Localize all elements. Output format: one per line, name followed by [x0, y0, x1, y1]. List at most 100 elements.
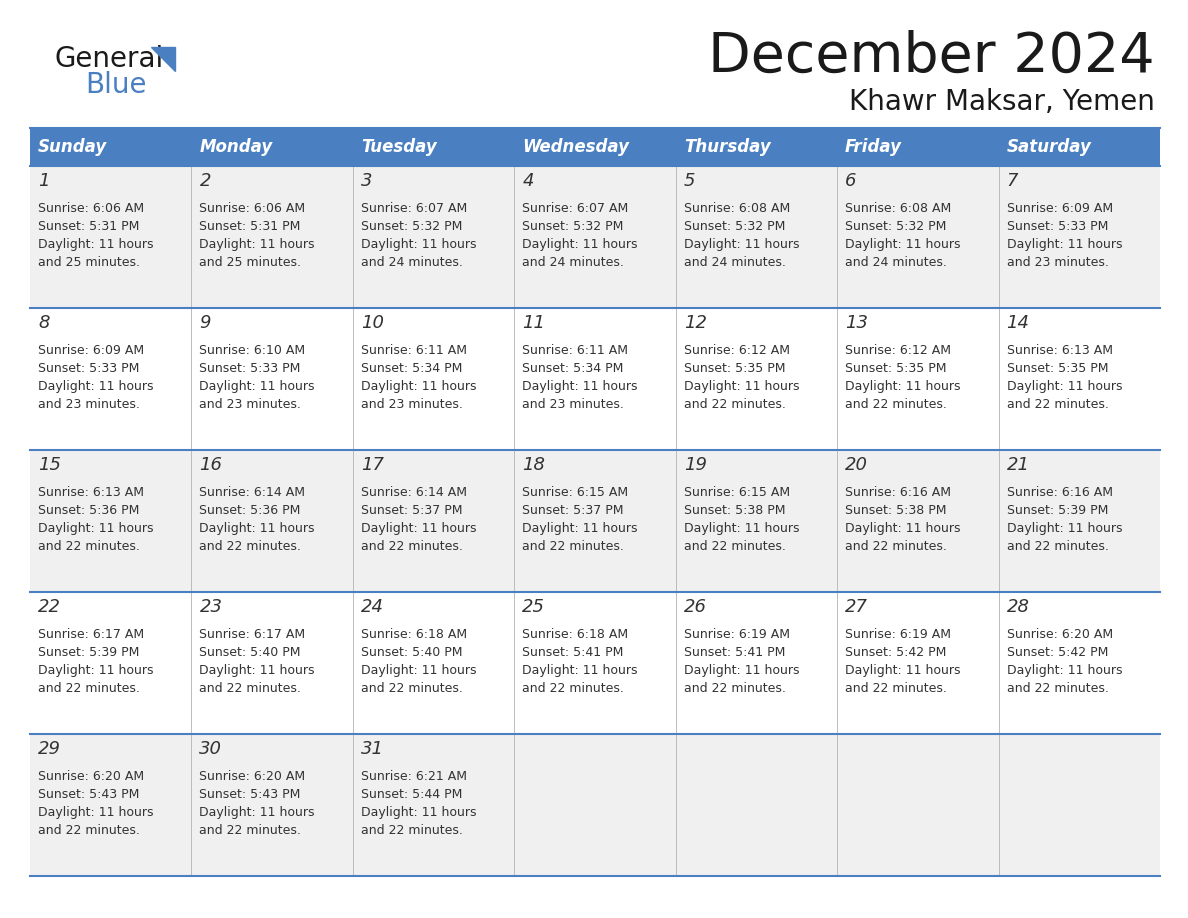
- Text: 13: 13: [845, 314, 868, 332]
- Text: Daylight: 11 hours: Daylight: 11 hours: [200, 806, 315, 819]
- Text: Sunset: 5:42 PM: Sunset: 5:42 PM: [1006, 646, 1108, 659]
- Text: 6: 6: [845, 172, 857, 190]
- Text: 24: 24: [361, 598, 384, 616]
- Text: Daylight: 11 hours: Daylight: 11 hours: [1006, 522, 1123, 535]
- Text: and 23 minutes.: and 23 minutes.: [1006, 256, 1108, 269]
- Bar: [30, 734, 1159, 876]
- Text: Sunset: 5:42 PM: Sunset: 5:42 PM: [845, 646, 947, 659]
- Text: 9: 9: [200, 314, 211, 332]
- Text: 20: 20: [845, 456, 868, 474]
- Text: Daylight: 11 hours: Daylight: 11 hours: [200, 522, 315, 535]
- Text: Wednesday: Wednesday: [523, 138, 630, 156]
- Text: Sunrise: 6:09 AM: Sunrise: 6:09 AM: [1006, 202, 1113, 215]
- Text: and 24 minutes.: and 24 minutes.: [361, 256, 463, 269]
- Text: Daylight: 11 hours: Daylight: 11 hours: [845, 380, 961, 393]
- Text: Sunset: 5:32 PM: Sunset: 5:32 PM: [845, 220, 947, 233]
- Text: 2: 2: [200, 172, 211, 190]
- Text: and 25 minutes.: and 25 minutes.: [200, 256, 302, 269]
- Text: 26: 26: [684, 598, 707, 616]
- Text: Sunset: 5:33 PM: Sunset: 5:33 PM: [1006, 220, 1108, 233]
- Bar: [30, 128, 191, 166]
- Text: 29: 29: [38, 740, 61, 758]
- Text: Sunset: 5:40 PM: Sunset: 5:40 PM: [200, 646, 301, 659]
- Text: Sunset: 5:35 PM: Sunset: 5:35 PM: [845, 362, 947, 375]
- Text: Daylight: 11 hours: Daylight: 11 hours: [684, 522, 800, 535]
- Text: Sunset: 5:36 PM: Sunset: 5:36 PM: [38, 504, 139, 517]
- Text: and 22 minutes.: and 22 minutes.: [361, 682, 463, 695]
- Text: 18: 18: [523, 456, 545, 474]
- Text: Sunrise: 6:14 AM: Sunrise: 6:14 AM: [200, 486, 305, 499]
- Text: and 22 minutes.: and 22 minutes.: [38, 824, 140, 837]
- Text: and 22 minutes.: and 22 minutes.: [1006, 540, 1108, 553]
- Text: Sunrise: 6:11 AM: Sunrise: 6:11 AM: [361, 344, 467, 357]
- Text: Daylight: 11 hours: Daylight: 11 hours: [1006, 664, 1123, 677]
- Text: and 22 minutes.: and 22 minutes.: [200, 824, 302, 837]
- Text: Daylight: 11 hours: Daylight: 11 hours: [1006, 380, 1123, 393]
- Text: and 22 minutes.: and 22 minutes.: [38, 682, 140, 695]
- Text: and 22 minutes.: and 22 minutes.: [845, 682, 947, 695]
- Text: Sunrise: 6:18 AM: Sunrise: 6:18 AM: [361, 628, 467, 641]
- Text: and 22 minutes.: and 22 minutes.: [1006, 398, 1108, 411]
- Text: Sunset: 5:36 PM: Sunset: 5:36 PM: [200, 504, 301, 517]
- Text: and 23 minutes.: and 23 minutes.: [361, 398, 463, 411]
- Text: Sunset: 5:38 PM: Sunset: 5:38 PM: [684, 504, 785, 517]
- Text: Sunday: Sunday: [38, 138, 107, 156]
- Text: and 22 minutes.: and 22 minutes.: [523, 682, 624, 695]
- Text: Sunrise: 6:13 AM: Sunrise: 6:13 AM: [38, 486, 144, 499]
- Text: Tuesday: Tuesday: [361, 138, 437, 156]
- Text: Sunrise: 6:10 AM: Sunrise: 6:10 AM: [200, 344, 305, 357]
- Text: and 22 minutes.: and 22 minutes.: [845, 540, 947, 553]
- Text: Daylight: 11 hours: Daylight: 11 hours: [684, 664, 800, 677]
- Text: Daylight: 11 hours: Daylight: 11 hours: [361, 380, 476, 393]
- Text: 19: 19: [684, 456, 707, 474]
- Text: Daylight: 11 hours: Daylight: 11 hours: [1006, 238, 1123, 251]
- Text: Sunrise: 6:13 AM: Sunrise: 6:13 AM: [1006, 344, 1113, 357]
- Text: 28: 28: [1006, 598, 1030, 616]
- Text: Sunset: 5:31 PM: Sunset: 5:31 PM: [200, 220, 301, 233]
- Text: and 22 minutes.: and 22 minutes.: [38, 540, 140, 553]
- Text: Daylight: 11 hours: Daylight: 11 hours: [523, 380, 638, 393]
- Text: Blue: Blue: [86, 71, 146, 99]
- Text: Daylight: 11 hours: Daylight: 11 hours: [38, 664, 153, 677]
- Text: Sunset: 5:43 PM: Sunset: 5:43 PM: [200, 788, 301, 801]
- Text: Sunset: 5:35 PM: Sunset: 5:35 PM: [1006, 362, 1108, 375]
- Text: and 24 minutes.: and 24 minutes.: [845, 256, 947, 269]
- Polygon shape: [151, 47, 175, 71]
- Bar: [838, 128, 999, 166]
- Text: Sunrise: 6:06 AM: Sunrise: 6:06 AM: [200, 202, 305, 215]
- Text: Daylight: 11 hours: Daylight: 11 hours: [38, 806, 153, 819]
- Text: Sunrise: 6:20 AM: Sunrise: 6:20 AM: [38, 770, 144, 783]
- Text: and 23 minutes.: and 23 minutes.: [200, 398, 302, 411]
- Text: Sunrise: 6:17 AM: Sunrise: 6:17 AM: [200, 628, 305, 641]
- Text: and 23 minutes.: and 23 minutes.: [38, 398, 140, 411]
- Text: Sunset: 5:39 PM: Sunset: 5:39 PM: [38, 646, 139, 659]
- Text: and 22 minutes.: and 22 minutes.: [845, 398, 947, 411]
- Text: 31: 31: [361, 740, 384, 758]
- Bar: [353, 128, 514, 166]
- Text: Sunrise: 6:16 AM: Sunrise: 6:16 AM: [1006, 486, 1113, 499]
- Text: Daylight: 11 hours: Daylight: 11 hours: [523, 522, 638, 535]
- Text: 17: 17: [361, 456, 384, 474]
- Text: 22: 22: [38, 598, 61, 616]
- Bar: [514, 128, 676, 166]
- Text: Daylight: 11 hours: Daylight: 11 hours: [523, 664, 638, 677]
- Text: 21: 21: [1006, 456, 1030, 474]
- Text: Thursday: Thursday: [684, 138, 771, 156]
- Text: Daylight: 11 hours: Daylight: 11 hours: [200, 238, 315, 251]
- Text: Daylight: 11 hours: Daylight: 11 hours: [38, 522, 153, 535]
- Text: Sunset: 5:32 PM: Sunset: 5:32 PM: [361, 220, 462, 233]
- Text: Sunrise: 6:09 AM: Sunrise: 6:09 AM: [38, 344, 144, 357]
- Text: and 24 minutes.: and 24 minutes.: [684, 256, 785, 269]
- Text: and 24 minutes.: and 24 minutes.: [523, 256, 624, 269]
- Bar: [30, 166, 1159, 308]
- Text: Daylight: 11 hours: Daylight: 11 hours: [361, 664, 476, 677]
- Text: and 22 minutes.: and 22 minutes.: [523, 540, 624, 553]
- Text: Daylight: 11 hours: Daylight: 11 hours: [361, 806, 476, 819]
- Text: Sunset: 5:40 PM: Sunset: 5:40 PM: [361, 646, 462, 659]
- Text: Sunrise: 6:21 AM: Sunrise: 6:21 AM: [361, 770, 467, 783]
- Text: 4: 4: [523, 172, 533, 190]
- Bar: [30, 592, 1159, 734]
- Text: Sunset: 5:35 PM: Sunset: 5:35 PM: [684, 362, 785, 375]
- Text: Daylight: 11 hours: Daylight: 11 hours: [845, 238, 961, 251]
- Bar: [676, 128, 838, 166]
